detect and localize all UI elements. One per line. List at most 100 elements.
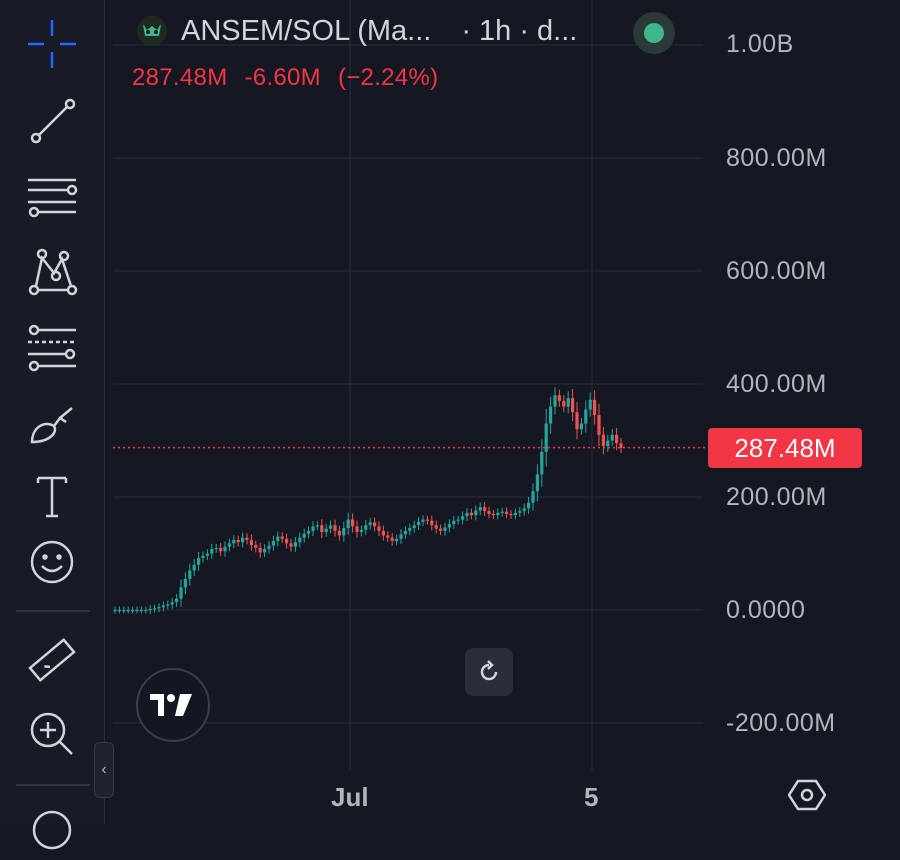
candle-body [346,519,350,529]
market-status-indicator[interactable] [633,12,675,54]
ohlc-change: -6.60M [244,64,321,91]
candle-body [491,513,495,516]
ruler-icon[interactable] [22,630,82,690]
candle-body [227,543,231,547]
tradingview-logo[interactable] [136,668,210,742]
horizontal-lines-icon[interactable] [22,166,82,226]
pattern-icon[interactable] [22,242,82,302]
candle-body [179,587,183,599]
chart-header[interactable]: ANSEM/SOL (Ma... · 1h · d... [135,14,577,48]
candle-body [575,412,579,430]
candle-body [474,510,478,516]
candle-body [131,610,135,612]
chart-area[interactable]: ANSEM/SOL (Ma... · 1h · d... 287.48M -6.… [105,0,900,824]
fib-retracement-icon[interactable] [22,318,82,378]
candle-body [579,423,583,430]
interval-label: · 1h · d... [461,14,578,47]
candle-body [408,528,412,531]
settings-icon[interactable] [788,776,826,814]
ohlc-change-pct: (−2.24%) [337,64,439,91]
candle-body [355,526,359,533]
drawing-toolbar [0,0,105,850]
candle-body [403,530,407,535]
text-icon[interactable] [22,466,82,526]
candle-body [289,543,293,547]
last-price-tag: 287.48M [708,428,862,468]
candle-body [443,527,447,531]
zoom-in-icon[interactable] [22,704,82,764]
candle-body [311,526,315,531]
candle-body [456,519,460,521]
candle-body [157,607,161,609]
candle-body [267,545,271,549]
candle-body [606,440,610,447]
candle-body [254,545,258,548]
candle-body [135,610,139,612]
ohlc-price: 287.48M [132,64,228,91]
candle-body [122,610,126,612]
crosshair-icon[interactable] [22,14,82,74]
candle-body [307,530,311,534]
candle-body [434,525,438,529]
candle-body [615,434,619,444]
symbol-title: ANSEM/SOL (Ma... [181,14,432,47]
token-logo-icon [137,16,167,46]
y-tick-label: 200.00M [726,483,827,511]
candle-body [197,558,201,565]
candle-body [263,548,267,553]
candle-body [584,409,588,424]
candle-body [483,507,487,512]
candle-body [139,610,143,612]
candle-body [205,553,209,556]
candle-body [461,516,465,520]
candle-body [500,511,504,513]
candle-body [214,547,218,550]
status-dot-icon [644,23,664,43]
brush-icon[interactable] [22,394,82,454]
candle-body [219,547,223,552]
candle-body [144,610,148,612]
candle-body [465,512,469,517]
candle-body [329,525,333,529]
emoji-icon[interactable] [22,532,82,592]
candle-body [183,578,187,588]
magnet-icon[interactable] [22,800,82,860]
candle-body [342,528,346,536]
candle-body [544,423,548,452]
trend-line-icon[interactable] [22,90,82,150]
y-tick-label: -200.00M [726,709,836,737]
candle-body [395,538,399,542]
candle-body [452,520,456,525]
chart-grid [113,0,705,770]
y-tick-label: 1.00B [726,30,794,58]
candle-body [364,525,368,530]
candle-body [381,530,385,536]
candle-body [447,524,451,528]
toolbar-collapse-button[interactable]: ‹ [94,742,114,798]
candle-body [280,536,284,539]
candle-body [175,598,179,603]
toolbar-divider-2 [16,784,90,786]
candle-body [285,538,289,544]
candle-body [320,525,324,533]
candle-body [478,507,482,511]
candle-body [298,537,302,543]
reset-icon [480,660,498,681]
candle-body [588,399,592,410]
candle-body [161,605,165,608]
candle-body [148,608,152,611]
candle-body [487,511,491,514]
candle-body [258,547,262,553]
candle-body [469,512,473,516]
price-chart[interactable] [105,0,900,824]
reset-chart-button[interactable] [465,648,513,696]
candle-body [527,502,531,509]
tradingview-logo-icon [150,694,192,716]
candle-body [566,398,570,407]
candle-body [610,434,614,441]
candle-body [549,406,553,424]
candle-body [535,474,539,492]
candle-body [236,539,240,543]
candle-body [430,520,434,526]
candles [113,387,623,614]
